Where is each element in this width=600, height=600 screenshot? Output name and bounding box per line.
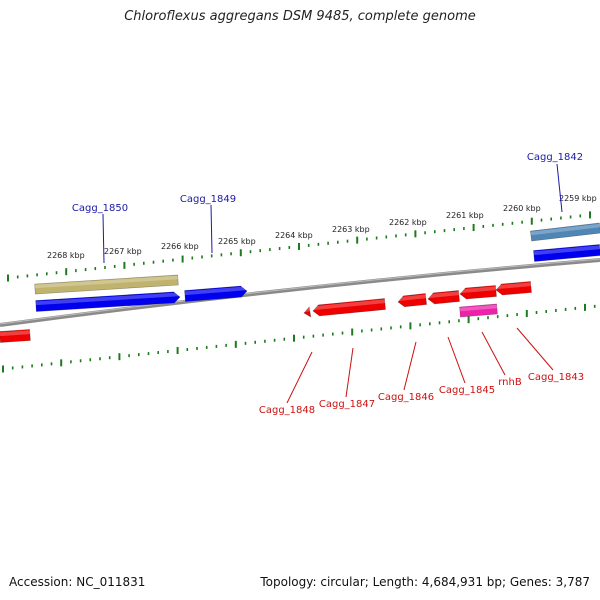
- gene-label-leader: [345, 347, 354, 398]
- gene-label: Cagg_1845: [439, 385, 495, 396]
- topology-text: Topology: circular; Length: 4,684,931 bp…: [260, 575, 590, 589]
- gene-label-leader: [403, 341, 417, 391]
- gene-label: Cagg_1849: [180, 194, 236, 205]
- gene-label-leader: [447, 336, 466, 384]
- gene-feature-reverse-shine: [397, 294, 427, 302]
- gene-feature-reverse-shine: [459, 286, 497, 294]
- gene-feature-reverse: [495, 281, 532, 296]
- gene-feature-reverse: [427, 290, 460, 305]
- genome-backbone-highlight: [0, 258, 600, 325]
- gene-feature-olive: [34, 274, 179, 295]
- gene-label: Cagg_1846: [378, 392, 434, 403]
- gene-feature-reverse-shine: [0, 330, 31, 337]
- gene-label: Cagg_1843: [528, 372, 584, 383]
- gene-label-leader: [556, 163, 563, 213]
- gene-feature-reverse-shine: [303, 307, 311, 313]
- scale-tick-label: 2265 kbp: [218, 237, 256, 246]
- gene-feature-forward: [35, 291, 181, 312]
- gene-feature-steel: [530, 222, 600, 242]
- gene-feature-magenta-shine: [459, 304, 498, 312]
- gene-label: Cagg_1850: [72, 203, 128, 214]
- scale-tick-label: 2267 kbp: [104, 247, 142, 256]
- gene-label-leader: [286, 351, 313, 404]
- gene-feature-olive-shine: [34, 275, 179, 289]
- gene-feature-reverse: [397, 293, 427, 308]
- gene-label: Cagg_1842: [527, 152, 583, 163]
- scale-tick-label: 2264 kbp: [275, 231, 313, 240]
- gene-feature-forward: [184, 285, 248, 302]
- genome-backbone: [0, 258, 600, 327]
- gene-feature-forward: [533, 244, 600, 262]
- gene-features: [0, 222, 600, 343]
- gene-feature-steel-shine: [530, 223, 600, 236]
- gene-feature-reverse: [0, 329, 31, 343]
- scale-tick-label: 2259 kbp: [559, 194, 597, 203]
- gene-label-leader: [516, 327, 554, 371]
- gene-feature-reverse: [312, 298, 386, 317]
- gene-feature-reverse-shine: [312, 299, 386, 311]
- gene-feature-reverse: [459, 285, 497, 300]
- gene-label: Cagg_1847: [319, 399, 375, 410]
- scale-tick-label: 2263 kbp: [332, 225, 370, 234]
- scale-tick-label: 2260 kbp: [503, 204, 541, 213]
- gene-label-leader: [102, 213, 105, 264]
- gene-feature-forward-shine: [533, 245, 600, 256]
- gene-label: Cagg_1848: [259, 405, 315, 416]
- gene-feature-magenta: [459, 303, 498, 318]
- scale-tick-label: 2268 kbp: [47, 251, 85, 260]
- scale-labels: 2268 kbp 2267 kbp 2266 kbp 2265 kbp 2264 kbp…: [47, 194, 597, 260]
- scale-tick-label: 2266 kbp: [161, 242, 199, 251]
- gene-label: rnhB: [498, 377, 522, 388]
- scale-tick-label: 2261 kbp: [446, 211, 484, 220]
- gene-label-leader: [210, 204, 213, 254]
- gene-feature-reverse-shine: [495, 282, 532, 290]
- inner-scale-ticks: [2, 303, 596, 373]
- gene-feature-reverse: [303, 306, 312, 318]
- accession-text: Accession: NC_011831: [9, 575, 146, 589]
- outer-scale-ticks: [7, 211, 591, 282]
- figure-title: Chloroflexus aggregans DSM 9485, complet…: [124, 9, 476, 24]
- gene-feature-forward-shine: [184, 286, 248, 296]
- gene-feature-forward-shine: [35, 292, 181, 306]
- scale-tick-label: 2262 kbp: [389, 218, 427, 227]
- gene-feature-reverse-shine: [427, 291, 460, 299]
- gene-labels: Cagg_1850 Cagg_1849 Cagg_1842 Cagg_1848 Cagg…: [72, 152, 584, 416]
- gene-label-leader: [481, 331, 506, 376]
